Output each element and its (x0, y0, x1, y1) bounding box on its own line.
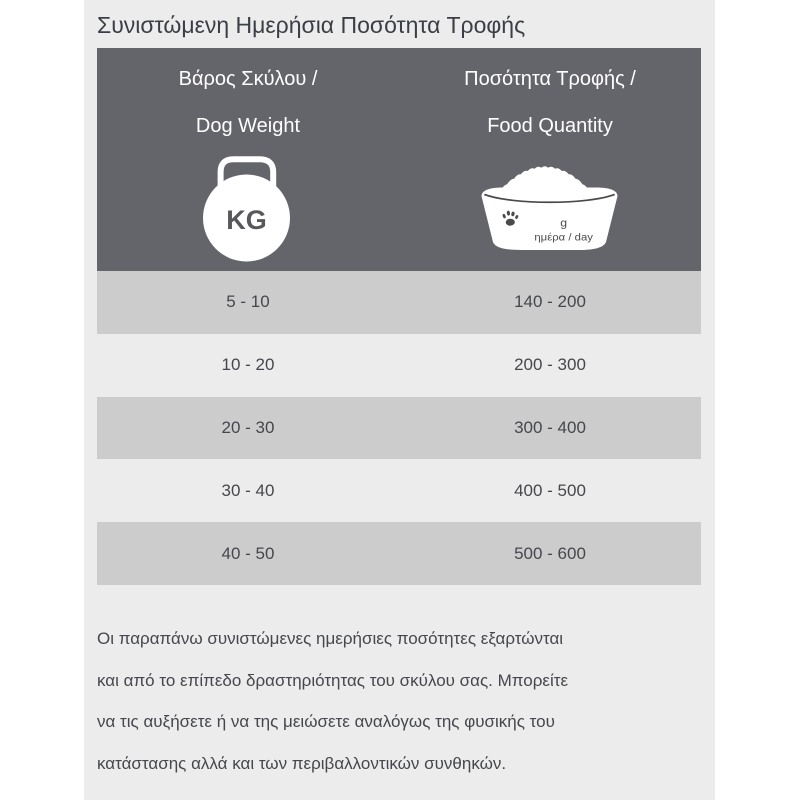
svg-text:ημέρα / day: ημέρα / day (534, 232, 593, 243)
svg-text:g: g (560, 217, 567, 229)
